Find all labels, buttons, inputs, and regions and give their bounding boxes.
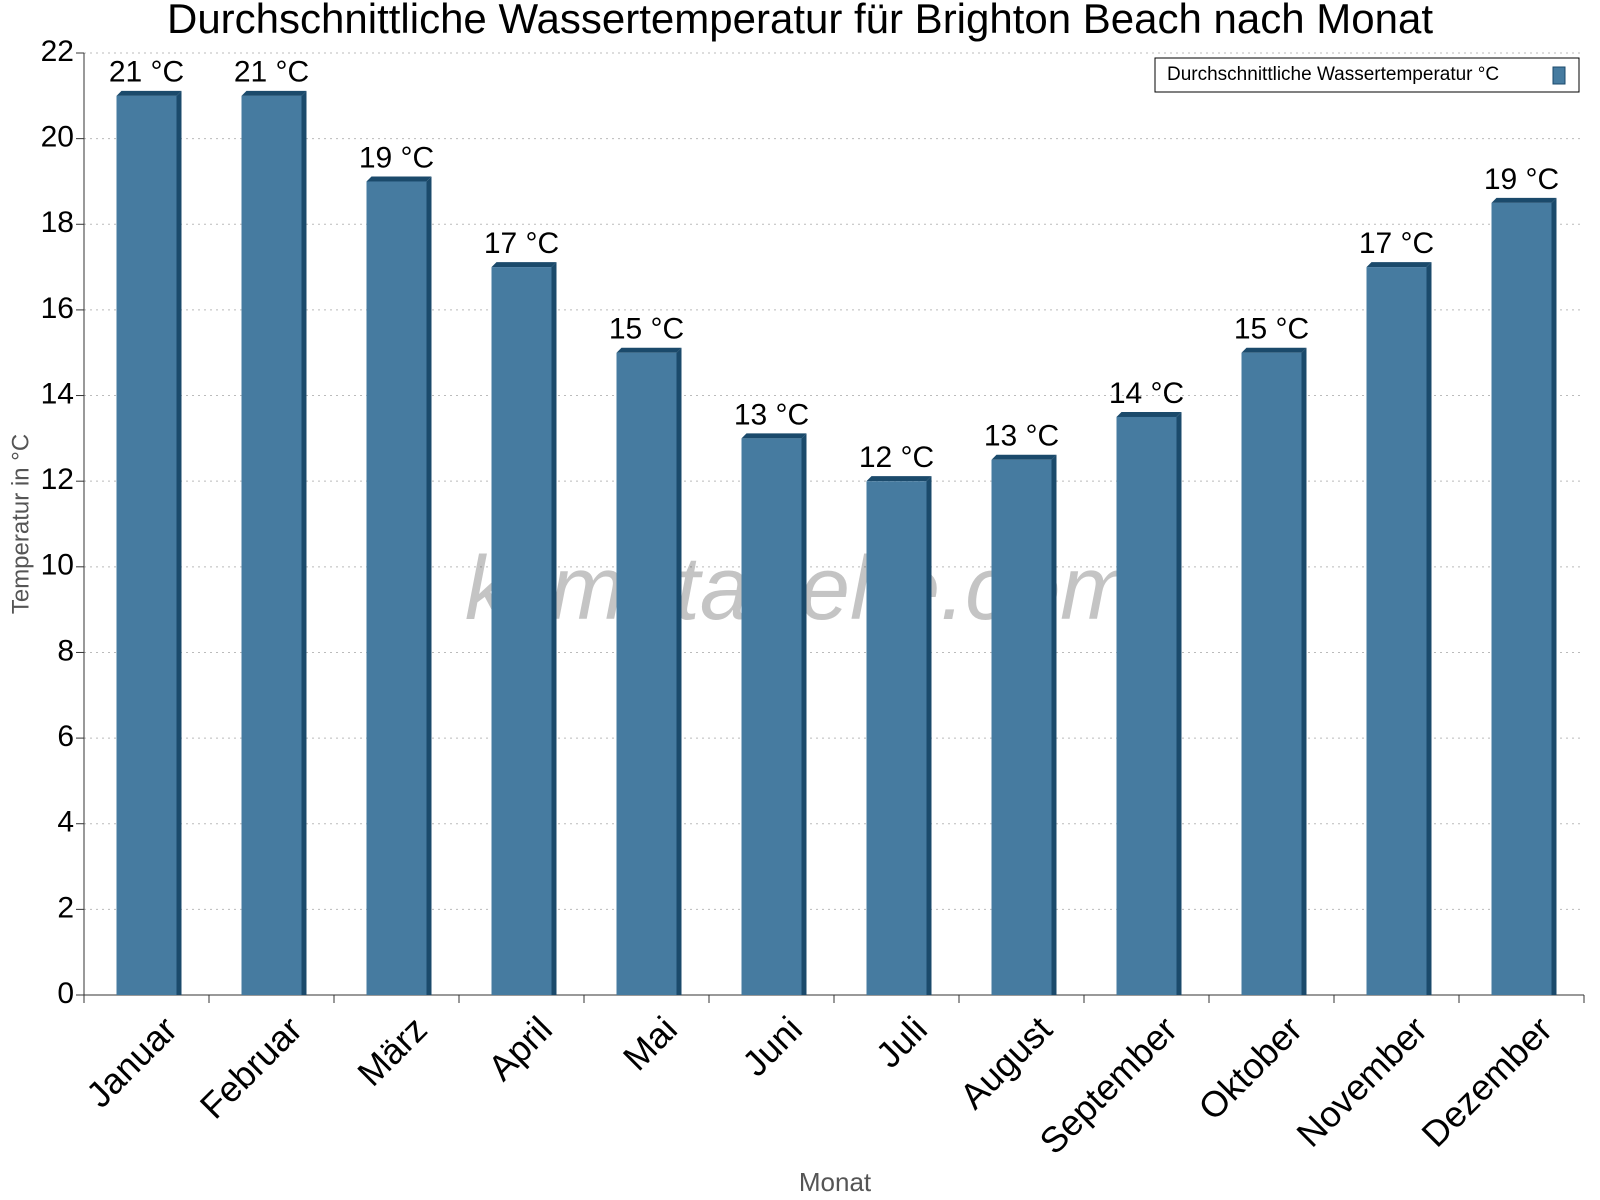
y-tick-label: 16 [41, 292, 74, 325]
bar-side [801, 433, 807, 995]
legend-swatch [1552, 66, 1566, 85]
x-tick-label: Mai [615, 1008, 685, 1078]
bar [1366, 267, 1427, 995]
bar-side [926, 476, 932, 995]
y-tick-label: 12 [41, 463, 74, 496]
x-tick-label: September [1031, 1008, 1185, 1162]
x-tick-label: November [1288, 1008, 1434, 1154]
y-tick-label: 6 [57, 720, 74, 753]
data-label: 14 °C [1109, 377, 1184, 410]
x-tick-label: April [480, 1008, 560, 1088]
bar-side [426, 176, 432, 996]
bar-side [301, 90, 307, 996]
x-tick-label: Juni [734, 1008, 810, 1084]
data-label: 17 °C [484, 227, 559, 260]
x-tick-label: Oktober [1190, 1008, 1310, 1128]
bar [116, 95, 177, 996]
bar [491, 267, 552, 995]
y-tick-label: 0 [57, 977, 74, 1010]
bar-top [366, 176, 432, 182]
bar-side [1426, 262, 1432, 995]
bar [991, 459, 1052, 996]
data-label: 17 °C [1359, 227, 1434, 260]
bar-top [491, 262, 557, 268]
x-tick-label: Februar [192, 1008, 310, 1126]
bar [241, 95, 302, 996]
y-tick-label: 8 [57, 634, 74, 667]
x-tick-label: August [952, 1008, 1060, 1116]
legend: Durchschnittliche Wassertemperatur °C [1154, 57, 1580, 93]
x-tick-label: Juli [868, 1008, 935, 1075]
bar-side [176, 90, 182, 996]
data-label: 13 °C [984, 420, 1059, 453]
bar-top [741, 433, 807, 439]
bar [866, 481, 927, 995]
bar [1241, 352, 1302, 995]
bar-side [1301, 347, 1307, 995]
data-label: 21 °C [109, 56, 184, 89]
legend-label: Durchschnittliche Wassertemperatur °C [1167, 64, 1499, 85]
bar-side [676, 347, 682, 995]
bar-top [241, 90, 307, 96]
bar [616, 352, 677, 995]
y-tick-label: 10 [41, 549, 74, 582]
data-label: 19 °C [359, 141, 434, 174]
bar-side [551, 262, 557, 995]
bar-side [1051, 454, 1057, 996]
bar [366, 181, 427, 996]
bar-top [1116, 411, 1182, 417]
x-tick-label: Januar [78, 1008, 185, 1115]
y-tick-label: 4 [57, 806, 74, 839]
data-label: 19 °C [1484, 163, 1559, 196]
bar [1116, 416, 1177, 995]
bar [741, 438, 802, 995]
chart-title: Durchschnittliche Wassertemperatur für B… [167, 0, 1433, 42]
x-axis-title: Monat [799, 1167, 872, 1197]
y-tick-label: 22 [41, 35, 74, 68]
bar-top [991, 454, 1057, 460]
bar-top [1366, 262, 1432, 268]
y-tick-label: 20 [41, 121, 74, 154]
bar-top [1491, 197, 1557, 203]
y-tick-label: 14 [41, 377, 74, 410]
bar-top [616, 347, 682, 353]
x-tick-label: Dezember [1413, 1008, 1559, 1154]
data-label: 13 °C [734, 398, 809, 431]
y-tick-label: 18 [41, 206, 74, 239]
data-label: 12 °C [859, 441, 934, 474]
bar-side [1176, 411, 1182, 995]
data-label: 21 °C [234, 56, 309, 89]
x-tick-label: März [349, 1008, 435, 1094]
y-axis-title: Temperatur in °C [7, 434, 34, 614]
legend-box [1154, 57, 1580, 93]
bar-side [1551, 197, 1557, 995]
y-tick-label: 2 [57, 891, 74, 924]
bar-top [116, 90, 182, 96]
bar-top [1241, 347, 1307, 353]
bar-top [866, 476, 932, 482]
data-label: 15 °C [609, 313, 684, 346]
bar [1491, 202, 1552, 995]
data-label: 15 °C [1234, 313, 1309, 346]
